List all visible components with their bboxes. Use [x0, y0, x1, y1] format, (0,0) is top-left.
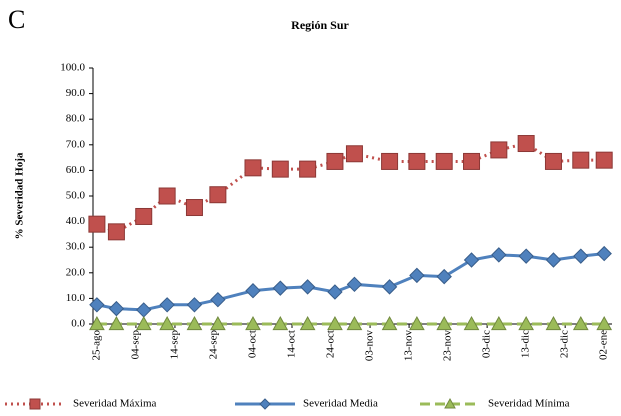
x-tick-label: 02-ene: [598, 330, 610, 360]
marker: [463, 315, 480, 331]
marker: [210, 315, 226, 331]
marker: [518, 248, 534, 264]
chart-title: Región Sur: [291, 18, 349, 32]
marker: [135, 315, 152, 331]
legend-label: Severidad Máxima: [73, 398, 157, 410]
marker: [186, 315, 203, 331]
marker: [444, 397, 456, 409]
marker: [435, 152, 453, 170]
x-tick-label: 23-nov: [442, 330, 454, 362]
marker: [572, 151, 590, 169]
marker: [271, 160, 289, 178]
marker: [409, 315, 425, 331]
marker: [596, 315, 613, 331]
marker: [490, 141, 508, 159]
marker: [381, 315, 398, 331]
y-tick-label: 100.0: [60, 62, 85, 74]
y-tick-label: 20.0: [66, 266, 86, 278]
x-tick-label: 04-sep: [129, 330, 141, 360]
marker: [381, 152, 399, 170]
marker: [272, 280, 289, 296]
legend-label: Severidad Mínima: [488, 398, 570, 410]
x-tick-label: 23-dic: [559, 330, 571, 358]
x-tick-label: 25-ago: [90, 330, 102, 361]
y-tick-label: 70.0: [66, 138, 86, 150]
marker: [136, 302, 152, 318]
marker: [108, 300, 125, 317]
marker: [209, 186, 227, 204]
x-tick-label: 03-dic: [481, 330, 493, 358]
marker: [89, 297, 105, 313]
x-tick-label: 04-oct: [247, 330, 259, 358]
marker: [327, 315, 343, 331]
marker: [245, 283, 261, 299]
marker: [158, 187, 176, 205]
marker: [409, 267, 425, 284]
marker: [210, 291, 226, 308]
panel-label: C: [8, 5, 25, 34]
marker: [490, 315, 507, 331]
marker: [346, 315, 363, 331]
marker: [545, 315, 562, 331]
marker: [595, 151, 613, 169]
marker: [345, 145, 363, 163]
x-tick-label: 24-sep: [208, 330, 220, 360]
marker: [29, 398, 41, 410]
y-tick-label: 40.0: [66, 215, 86, 227]
marker: [491, 247, 507, 263]
marker: [346, 276, 363, 293]
x-tick-label: 03-nov: [364, 330, 376, 362]
marker: [326, 152, 344, 170]
marker: [518, 315, 535, 331]
marker: [517, 135, 535, 153]
marker: [244, 159, 262, 177]
x-tick-label: 13-dic: [520, 330, 532, 358]
y-tick-label: 10.0: [66, 292, 86, 304]
marker: [463, 152, 481, 170]
marker: [299, 279, 316, 295]
y-tick-label: 50.0: [66, 190, 86, 202]
x-tick-label: 14-oct: [286, 330, 298, 358]
marker: [327, 284, 343, 300]
marker: [408, 152, 426, 170]
marker: [299, 160, 317, 178]
marker: [186, 297, 203, 313]
series-line: [96, 141, 605, 234]
marker: [436, 315, 453, 331]
marker: [436, 268, 452, 285]
marker: [299, 315, 316, 331]
y-tick-label: 90.0: [66, 87, 86, 99]
marker: [596, 245, 612, 262]
marker: [159, 315, 175, 331]
y-tick-label: 60.0: [66, 164, 86, 176]
y-tick-label: 0.0: [71, 318, 85, 330]
marker: [159, 297, 175, 313]
marker: [135, 207, 153, 225]
legend-label: Severidad Media: [303, 398, 378, 410]
marker: [107, 223, 125, 241]
x-tick-label: 13-nov: [403, 330, 415, 362]
marker: [185, 199, 203, 217]
x-tick-label: 14-sep: [168, 330, 180, 360]
marker: [259, 398, 271, 410]
y-tick-label: 80.0: [66, 113, 86, 125]
marker: [572, 315, 589, 331]
marker: [381, 279, 398, 295]
marker: [88, 215, 106, 233]
marker: [245, 315, 261, 331]
marker: [573, 248, 589, 264]
marker: [108, 315, 125, 331]
marker: [545, 252, 562, 268]
marker: [544, 152, 562, 170]
y-axis-label: % Severidad Hoja: [14, 152, 26, 239]
marker: [89, 315, 105, 331]
x-tick-label: 24-oct: [325, 330, 337, 358]
marker: [272, 315, 289, 331]
y-tick-label: 30.0: [66, 241, 86, 253]
marker: [463, 252, 480, 268]
